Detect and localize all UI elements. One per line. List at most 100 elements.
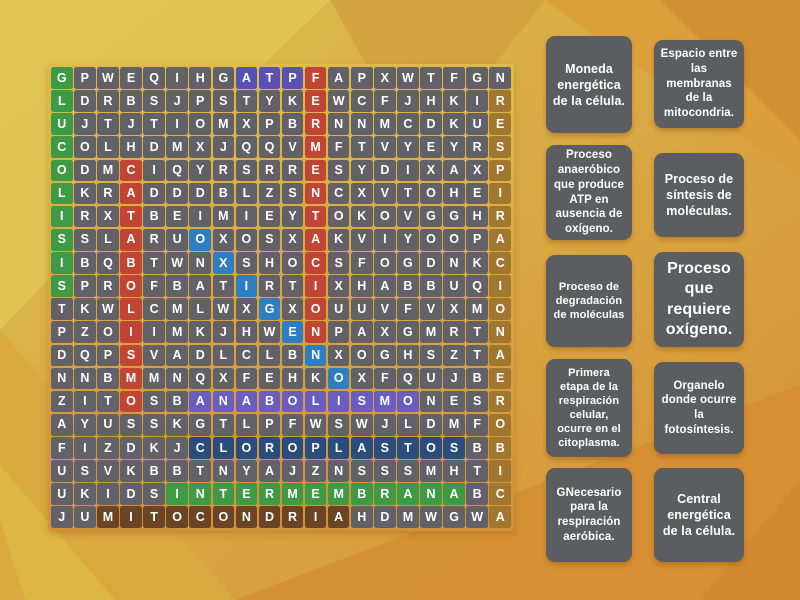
grid-cell[interactable]: J [51, 506, 73, 528]
grid-cell[interactable]: I [143, 321, 165, 343]
grid-cell[interactable]: X [189, 136, 212, 158]
grid-cell[interactable]: L [189, 298, 212, 320]
grid-cell[interactable]: R [374, 483, 396, 505]
grid-cell[interactable]: R [143, 228, 165, 251]
grid-cell[interactable]: D [51, 344, 73, 367]
grid-cell[interactable]: Y [397, 228, 419, 251]
grid-cell[interactable]: H [350, 275, 373, 297]
grid-cell[interactable]: S [489, 136, 511, 158]
grid-cell[interactable]: K [350, 205, 373, 228]
grid-cell[interactable]: Q [258, 136, 281, 158]
grid-cell[interactable]: V [374, 182, 396, 205]
grid-cell[interactable]: T [189, 460, 212, 482]
grid-cell[interactable]: I [166, 113, 188, 135]
grid-cell[interactable]: C [120, 159, 142, 182]
grid-cell[interactable]: Y [350, 159, 373, 182]
grid-cell[interactable]: S [235, 252, 258, 274]
grid-cell[interactable]: T [97, 113, 119, 135]
grid-cell[interactable]: B [466, 483, 488, 505]
grid-cell[interactable]: U [166, 228, 188, 251]
grid-cell[interactable]: R [489, 390, 511, 413]
grid-cell[interactable]: X [212, 228, 235, 251]
grid-cell[interactable]: L [212, 437, 235, 459]
grid-cell[interactable]: J [374, 413, 396, 436]
grid-cell[interactable]: X [466, 159, 488, 182]
grid-cell[interactable]: O [120, 390, 142, 413]
grid-cell[interactable]: N [350, 113, 373, 135]
grid-cell[interactable]: K [120, 460, 142, 482]
grid-cell[interactable]: A [120, 182, 142, 205]
grid-cell[interactable]: E [466, 182, 488, 205]
grid-cell[interactable]: J [120, 113, 142, 135]
grid-cell[interactable]: T [212, 483, 235, 505]
grid-cell[interactable]: B [166, 390, 188, 413]
grid-cell[interactable]: P [350, 67, 373, 89]
grid-cell[interactable]: C [327, 182, 350, 205]
grid-cell[interactable]: T [281, 275, 304, 297]
grid-cell[interactable]: E [120, 67, 142, 89]
grid-cell[interactable]: A [443, 483, 465, 505]
grid-cell[interactable]: D [420, 413, 442, 436]
grid-cell[interactable]: W [466, 506, 488, 528]
grid-cell[interactable]: J [397, 90, 419, 112]
grid-cell[interactable]: D [120, 483, 142, 505]
grid-cell[interactable]: E [258, 205, 281, 228]
grid-cell[interactable]: O [212, 506, 235, 528]
grid-cell[interactable]: Z [97, 437, 119, 459]
grid-cell[interactable]: H [466, 205, 488, 228]
grid-cell[interactable]: Y [443, 136, 465, 158]
grid-cell[interactable]: J [212, 136, 235, 158]
grid-cell[interactable]: X [327, 344, 350, 367]
grid-cell[interactable]: J [443, 367, 465, 390]
grid-cell[interactable]: S [327, 252, 350, 274]
grid-cell[interactable]: O [420, 437, 442, 459]
grid-cell[interactable]: P [489, 159, 511, 182]
grid-cell[interactable]: T [350, 136, 373, 158]
grid-cell[interactable]: H [443, 182, 465, 205]
grid-cell[interactable]: N [212, 390, 235, 413]
grid-cell[interactable]: S [420, 344, 442, 367]
grid-cell[interactable]: W [397, 67, 419, 89]
grid-cell[interactable]: T [212, 413, 235, 436]
grid-cell[interactable]: M [327, 483, 350, 505]
grid-cell[interactable]: P [466, 228, 488, 251]
grid-cell[interactable]: O [235, 228, 258, 251]
grid-cell[interactable]: I [74, 390, 96, 413]
grid-cell[interactable]: I [489, 460, 511, 482]
grid-cell[interactable]: M [166, 321, 188, 343]
grid-cell[interactable]: A [327, 67, 350, 89]
grid-cell[interactable]: K [327, 228, 350, 251]
grid-cell[interactable]: J [166, 90, 188, 112]
grid-cell[interactable]: F [51, 437, 73, 459]
grid-cell[interactable]: W [258, 321, 281, 343]
grid-cell[interactable]: L [97, 136, 119, 158]
grid-cell[interactable]: S [327, 159, 350, 182]
grid-cell[interactable]: B [281, 344, 304, 367]
grid-cell[interactable]: H [397, 344, 419, 367]
grid-cell[interactable]: S [397, 460, 419, 482]
grid-cell[interactable]: F [304, 67, 327, 89]
grid-cell[interactable]: C [143, 298, 165, 320]
grid-cell[interactable]: N [189, 252, 212, 274]
grid-cell[interactable]: P [97, 344, 119, 367]
grid-cell[interactable]: U [97, 413, 119, 436]
grid-cell[interactable]: A [443, 159, 465, 182]
grid-cell[interactable]: E [489, 113, 511, 135]
grid-cell[interactable]: R [258, 275, 281, 297]
grid-cell[interactable]: Z [258, 182, 281, 205]
grid-cell[interactable]: X [212, 367, 235, 390]
grid-cell[interactable]: D [74, 90, 96, 112]
grid-cell[interactable]: X [420, 159, 442, 182]
grid-cell[interactable]: P [51, 321, 73, 343]
grid-cell[interactable]: N [443, 252, 465, 274]
grid-cell[interactable]: O [281, 252, 304, 274]
grid-cell[interactable]: R [466, 136, 488, 158]
grid-cell[interactable]: E [304, 483, 327, 505]
grid-cell[interactable]: T [143, 252, 165, 274]
grid-cell[interactable]: A [350, 437, 373, 459]
grid-cell[interactable]: Q [143, 67, 165, 89]
grid-cell[interactable]: Z [304, 460, 327, 482]
grid-cell[interactable]: I [189, 205, 212, 228]
grid-cell[interactable]: A [489, 344, 511, 367]
grid-cell[interactable]: A [235, 67, 258, 89]
